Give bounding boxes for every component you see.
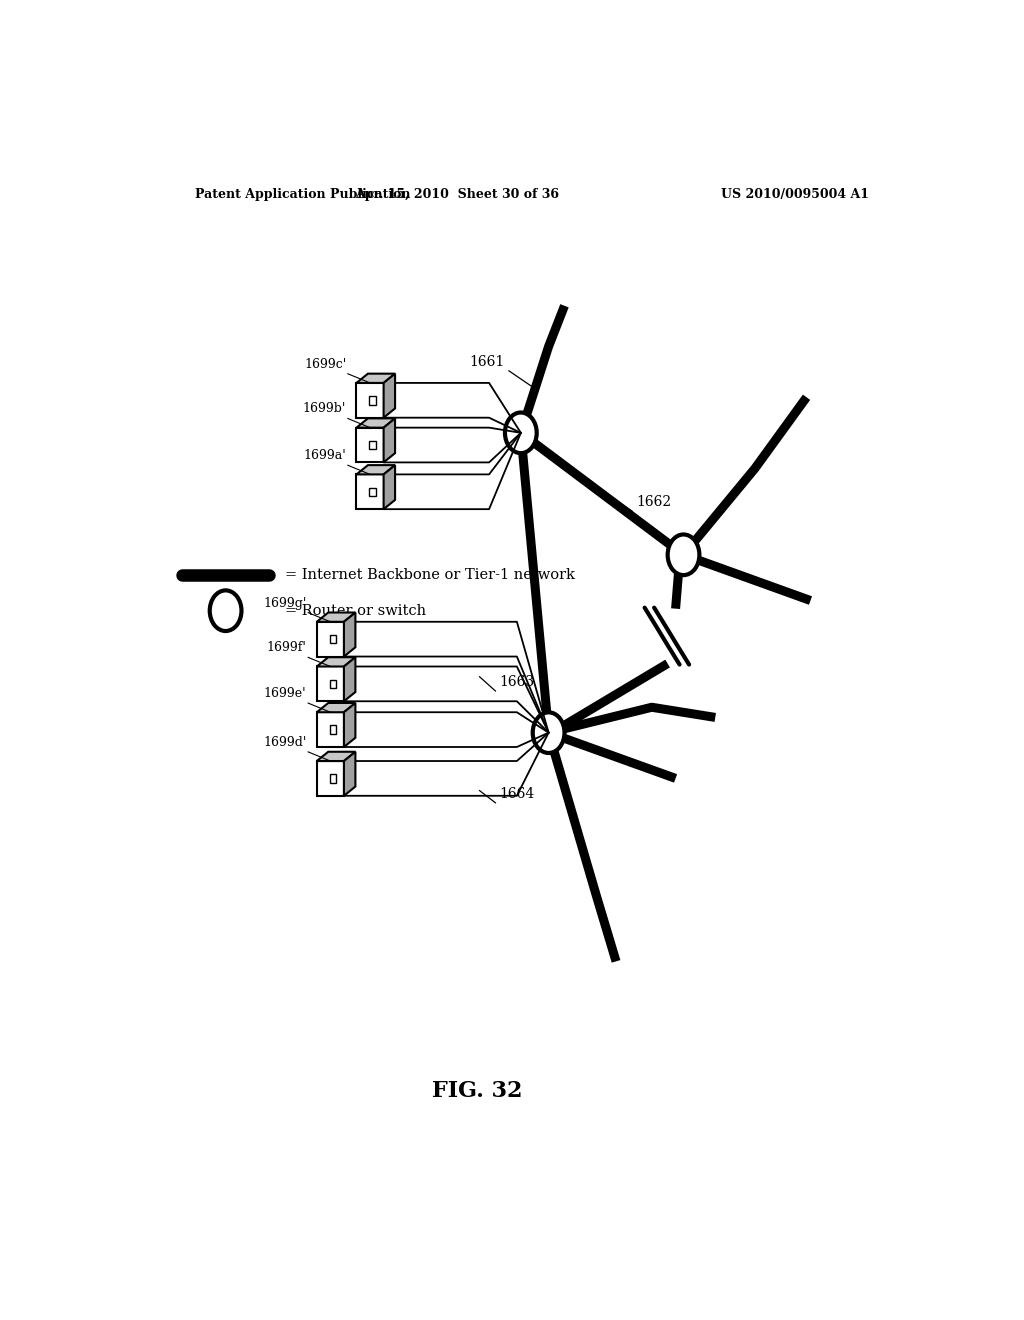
- Polygon shape: [384, 418, 395, 462]
- Text: 1664: 1664: [500, 787, 535, 801]
- Polygon shape: [316, 704, 355, 713]
- Polygon shape: [316, 752, 355, 762]
- Polygon shape: [370, 441, 376, 449]
- Polygon shape: [344, 704, 355, 747]
- Polygon shape: [316, 622, 344, 656]
- Text: Patent Application Publication: Patent Application Publication: [196, 189, 411, 202]
- Polygon shape: [356, 465, 395, 474]
- Polygon shape: [316, 612, 355, 622]
- Text: 1699d': 1699d': [263, 735, 306, 748]
- Text: 1699f': 1699f': [266, 642, 306, 655]
- Polygon shape: [370, 396, 376, 404]
- Polygon shape: [316, 657, 355, 667]
- Polygon shape: [344, 612, 355, 656]
- Polygon shape: [344, 752, 355, 796]
- Polygon shape: [316, 713, 344, 747]
- Text: FIG. 32: FIG. 32: [432, 1081, 522, 1102]
- Polygon shape: [330, 680, 337, 688]
- Polygon shape: [384, 374, 395, 417]
- Polygon shape: [356, 428, 384, 462]
- Text: US 2010/0095004 A1: US 2010/0095004 A1: [721, 189, 868, 202]
- Polygon shape: [370, 487, 376, 496]
- Circle shape: [505, 413, 537, 453]
- Polygon shape: [330, 635, 337, 643]
- Text: = Internet Backbone or Tier-1 network: = Internet Backbone or Tier-1 network: [285, 568, 575, 582]
- Text: 1699b': 1699b': [303, 403, 346, 416]
- Text: 1662: 1662: [636, 495, 671, 510]
- Polygon shape: [344, 657, 355, 701]
- Text: 1699a': 1699a': [303, 449, 346, 462]
- Text: 1663: 1663: [500, 675, 535, 689]
- Text: 1661: 1661: [470, 355, 505, 368]
- Polygon shape: [384, 465, 395, 510]
- Circle shape: [668, 535, 699, 576]
- Circle shape: [210, 590, 242, 631]
- Polygon shape: [356, 374, 395, 383]
- Polygon shape: [330, 726, 337, 734]
- Text: = Router or switch: = Router or switch: [285, 603, 426, 618]
- Text: 1699g': 1699g': [263, 597, 306, 610]
- Text: 1699c': 1699c': [304, 358, 346, 371]
- Circle shape: [532, 713, 564, 752]
- Polygon shape: [356, 418, 395, 428]
- Polygon shape: [316, 667, 344, 701]
- Text: Apr. 15, 2010  Sheet 30 of 36: Apr. 15, 2010 Sheet 30 of 36: [355, 189, 559, 202]
- Polygon shape: [330, 774, 337, 783]
- Polygon shape: [316, 762, 344, 796]
- Text: 1699e': 1699e': [264, 686, 306, 700]
- Polygon shape: [356, 474, 384, 510]
- Polygon shape: [356, 383, 384, 417]
